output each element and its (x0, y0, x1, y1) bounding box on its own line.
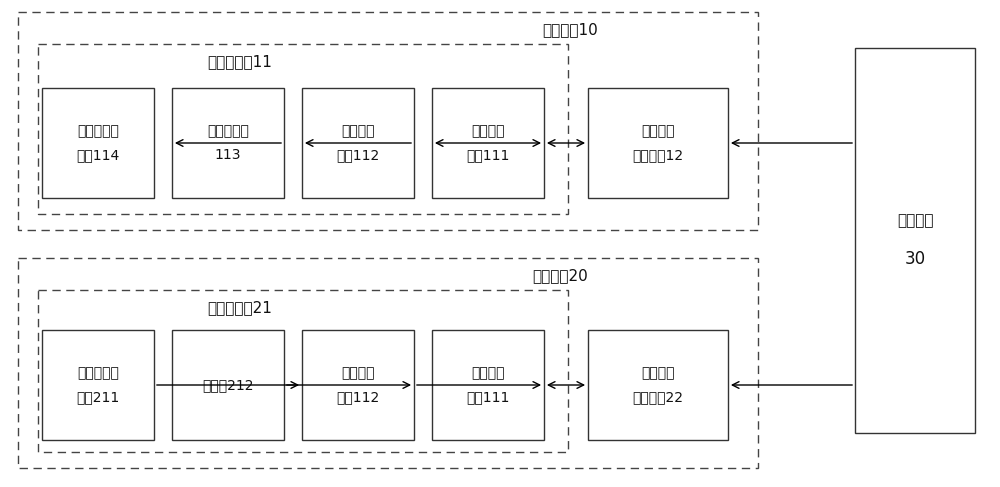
Text: 阵列透镜: 阵列透镜 (341, 366, 375, 380)
Bar (302, 330, 414, 440)
Text: 第二切换: 第二切换 (641, 366, 675, 380)
Text: 光发射单元21: 光发射单元21 (208, 300, 272, 315)
Text: 激光器212: 激光器212 (202, 378, 254, 392)
Bar (432, 88, 544, 198)
Text: 总控装置: 总控装置 (897, 213, 933, 228)
Bar (855, 48, 975, 433)
Text: 准直透镜: 准直透镜 (471, 124, 505, 138)
Bar (38, 44, 568, 214)
Text: 模组111: 模组111 (466, 390, 510, 404)
Bar (42, 330, 154, 440)
Bar (588, 88, 728, 198)
Bar (18, 12, 758, 230)
Bar (38, 290, 568, 452)
Text: 第一切换: 第一切换 (641, 124, 675, 138)
Text: 模组111: 模组111 (466, 148, 510, 162)
Text: 阵列透镜: 阵列透镜 (341, 124, 375, 138)
Text: 113: 113 (215, 148, 241, 162)
Bar (172, 88, 284, 198)
Bar (432, 330, 544, 440)
Bar (42, 88, 154, 198)
Text: 30: 30 (904, 249, 926, 267)
Text: 电信号放大: 电信号放大 (77, 124, 119, 138)
Text: 激光器驱动: 激光器驱动 (77, 366, 119, 380)
Text: 控制单元22: 控制单元22 (633, 390, 684, 404)
Text: 准直透镜: 准直透镜 (471, 366, 505, 380)
Text: 模组112: 模组112 (336, 390, 380, 404)
Text: 通信终端10: 通信终端10 (542, 22, 598, 37)
Bar (588, 330, 728, 440)
Bar (18, 258, 758, 468)
Text: 控制单元12: 控制单元12 (632, 148, 684, 162)
Text: 光电二极管: 光电二极管 (207, 124, 249, 138)
Text: 通信装置20: 通信装置20 (532, 268, 588, 283)
Bar (302, 88, 414, 198)
Bar (172, 330, 284, 440)
Text: 芯片211: 芯片211 (76, 390, 120, 404)
Text: 光接收单元11: 光接收单元11 (208, 54, 272, 69)
Text: 模组112: 模组112 (336, 148, 380, 162)
Text: 芯片114: 芯片114 (76, 148, 120, 162)
